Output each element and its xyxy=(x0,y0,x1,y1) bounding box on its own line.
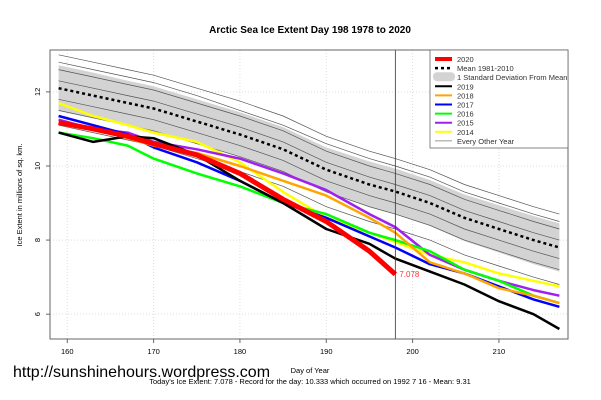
y-tick-label: 12 xyxy=(33,88,42,96)
x-tick-label: 170 xyxy=(147,347,160,356)
other-year-line xyxy=(58,61,560,222)
x-tick-label: 180 xyxy=(234,347,247,356)
other-year-line xyxy=(58,54,560,215)
legend-label: 2019 xyxy=(457,82,474,91)
legend-label: 2014 xyxy=(457,128,474,137)
plot-frame xyxy=(49,49,569,340)
chart-title: Arctic Sea Ice Extent Day 198 1978 to 20… xyxy=(209,25,411,36)
other-year-line xyxy=(58,98,560,259)
y-tick-label: 10 xyxy=(33,162,42,170)
y-axis: 6 8 10 12 xyxy=(33,88,50,316)
x-tick-label: 190 xyxy=(320,347,333,356)
legend-label: 2020 xyxy=(457,55,474,64)
x-axis-label: Day of Year xyxy=(291,366,330,375)
legend-label: Mean 1981-2010 xyxy=(457,64,514,73)
legend-label: 2017 xyxy=(457,101,474,110)
watermark-url: http://sunshinehours.wordpress.com xyxy=(13,364,270,381)
legend-swatch-band xyxy=(433,72,455,82)
other-year-line xyxy=(58,69,560,230)
legend-label: 2015 xyxy=(457,119,474,128)
y-tick-label: 8 xyxy=(33,238,42,242)
legend-label: 2016 xyxy=(457,110,474,119)
mean-line-path xyxy=(58,86,560,249)
x-tick-label: 210 xyxy=(493,347,506,356)
other-year-line xyxy=(58,80,560,241)
y-tick-label: 6 xyxy=(33,312,42,316)
x-axis: 160 170 180 190 200 210 xyxy=(61,339,505,356)
series-lines xyxy=(58,101,561,331)
legend-label: Every Other Year xyxy=(457,137,515,146)
x-tick-label: 200 xyxy=(406,347,419,356)
mean-line xyxy=(58,86,560,249)
legend-label: 1 Standard Deviation From Mean xyxy=(457,73,567,82)
chart-subtitle: Today's Ice Extent: 7.078 - Record for t… xyxy=(149,377,471,386)
x-tick-label: 160 xyxy=(61,347,74,356)
y-axis-label: Ice Extent in millions of sq. km. xyxy=(15,144,24,247)
legend-box xyxy=(429,49,569,149)
legend-label: 2018 xyxy=(457,91,474,100)
series-line-2016 xyxy=(58,131,560,305)
series-line-2020 xyxy=(58,120,397,277)
end-value-label: 7.078 xyxy=(399,270,420,279)
